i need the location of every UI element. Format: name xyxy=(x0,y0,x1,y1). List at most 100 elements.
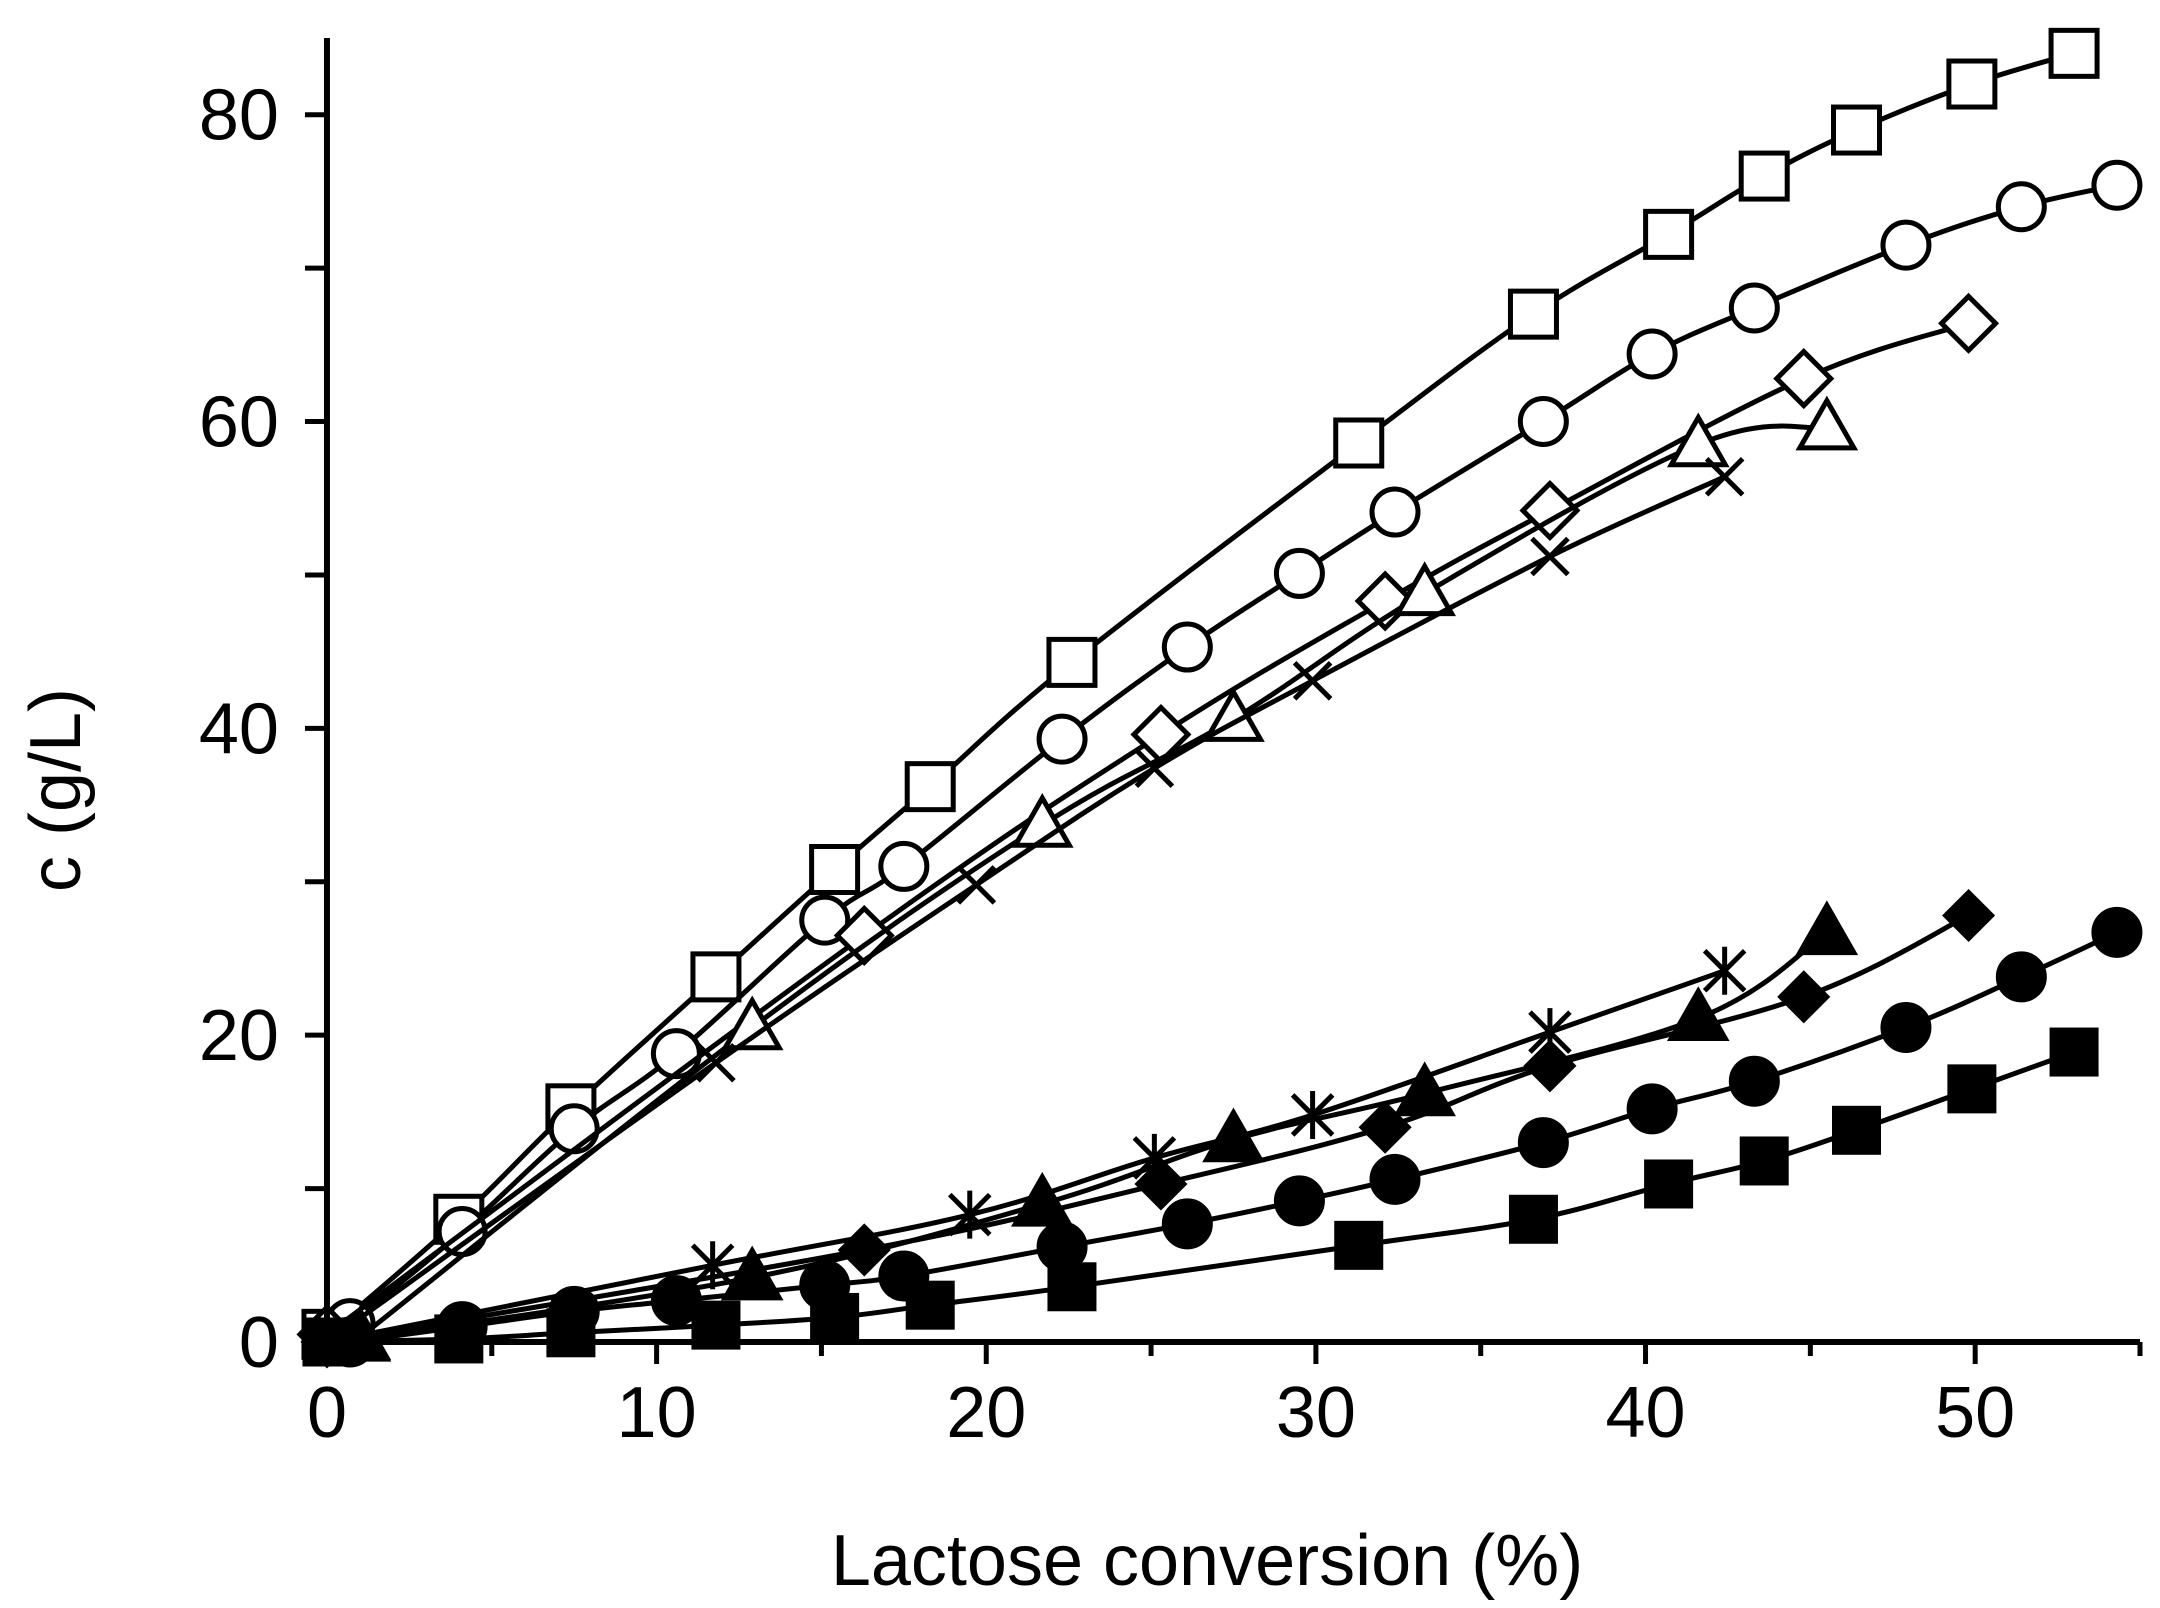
data-point xyxy=(2049,1027,2099,1077)
plot-area: 0 20 40 60 80 0 10 20 30 40 50 xyxy=(199,27,2143,1453)
axes-layer: 0 20 40 60 80 0 10 20 30 40 50 xyxy=(199,38,2143,1453)
data-point xyxy=(1995,181,2047,233)
data-point xyxy=(1795,395,1859,451)
data-point xyxy=(1134,1157,1188,1211)
data-point xyxy=(1832,1105,1882,1155)
x-tick-label: 40 xyxy=(1605,1373,1685,1453)
data-point xyxy=(1728,282,1780,334)
data-point xyxy=(2091,159,2143,211)
x-tick-label: 20 xyxy=(946,1373,1026,1453)
data-point xyxy=(1946,58,1998,110)
y-tick-label: 60 xyxy=(199,383,279,463)
y-axis-title: c (g/L) xyxy=(16,688,96,892)
x-tick-label: 30 xyxy=(1276,1373,1356,1453)
data-point xyxy=(1161,621,1213,673)
data-point xyxy=(434,1314,484,1364)
data-point xyxy=(650,1028,702,1080)
series-line xyxy=(325,320,1970,1337)
data-point xyxy=(1036,713,1088,765)
data-point xyxy=(1507,288,1559,340)
x-tick-label: 10 xyxy=(617,1373,697,1453)
data-point xyxy=(1046,636,1098,688)
data-point xyxy=(799,894,851,946)
data-point xyxy=(1880,1002,1932,1054)
x-tick-label: 50 xyxy=(1935,1373,2015,1453)
data-point xyxy=(1995,951,2047,1003)
data-point xyxy=(1517,396,1569,448)
data-point xyxy=(1161,1198,1213,1250)
data-point xyxy=(2091,906,2143,958)
data-point xyxy=(650,1275,702,1327)
series-open-diamonds xyxy=(296,292,2000,1365)
data-point xyxy=(1333,417,1385,469)
data-point xyxy=(1626,328,1678,380)
y-tick-label: 0 xyxy=(239,1303,279,1383)
series-line xyxy=(349,930,2118,1345)
data-point xyxy=(1938,292,2000,354)
data-point xyxy=(1728,1055,1780,1107)
series-asterisks xyxy=(305,946,1747,1366)
data-point xyxy=(1134,748,1175,789)
series-filled-squares xyxy=(302,1027,2099,1367)
data-point xyxy=(1942,888,1996,943)
data-point xyxy=(1795,900,1859,956)
data-point xyxy=(810,1292,860,1342)
series-line xyxy=(326,913,1970,1345)
data-point xyxy=(1523,1039,1577,1093)
data-point xyxy=(837,1223,891,1277)
data-point xyxy=(1738,150,1790,202)
data-point xyxy=(1666,986,1730,1042)
data-point xyxy=(1643,208,1695,260)
x-axis-title: Lactose conversion (%) xyxy=(831,1521,1583,1601)
data-point xyxy=(1644,1159,1694,1209)
series-line xyxy=(326,968,1726,1345)
y-tick-label: 20 xyxy=(199,996,279,1076)
data-point xyxy=(878,840,930,892)
x-tick-label: 0 xyxy=(307,1373,347,1453)
data-point xyxy=(1739,1136,1789,1186)
data-point xyxy=(1519,479,1581,542)
y-tick-label: 40 xyxy=(199,689,279,769)
series-open-squares xyxy=(301,27,2100,1360)
data-point xyxy=(548,1103,600,1155)
data-point xyxy=(956,865,997,905)
data-point xyxy=(1666,412,1730,468)
data-point xyxy=(1704,456,1745,497)
data-point xyxy=(1273,547,1325,599)
data-point xyxy=(1831,104,1883,156)
data-point xyxy=(904,761,956,813)
data-point xyxy=(720,995,784,1051)
data-point xyxy=(1947,1064,1997,1114)
data-point xyxy=(1358,1100,1412,1154)
data-point xyxy=(905,1280,955,1330)
data-point xyxy=(1369,486,1421,538)
data-point xyxy=(1517,1117,1569,1169)
series-line xyxy=(325,474,1726,1345)
data-point xyxy=(1273,1175,1325,1227)
series-layer xyxy=(296,27,2143,1369)
data-point xyxy=(1334,1220,1384,1270)
data-point xyxy=(546,1308,596,1358)
data-point xyxy=(1702,946,1747,995)
data-point xyxy=(1290,1090,1335,1139)
data-point xyxy=(1773,348,1835,410)
data-point xyxy=(1047,1262,1097,1312)
data-point xyxy=(1393,561,1456,617)
y-tick-label: 80 xyxy=(199,76,279,156)
series-line xyxy=(359,930,1829,1342)
data-point xyxy=(1292,661,1333,701)
data-point xyxy=(1777,970,1831,1024)
data-point xyxy=(1369,1153,1421,1205)
data-point xyxy=(696,1043,736,1083)
data-point xyxy=(690,951,742,1003)
data-point xyxy=(1880,219,1932,271)
data-point xyxy=(809,843,861,895)
data-point xyxy=(2048,27,2100,79)
series-open-circles xyxy=(324,159,2143,1350)
data-point xyxy=(1530,536,1570,577)
data-point xyxy=(1202,1107,1265,1163)
series-line xyxy=(358,423,1828,1340)
data-point xyxy=(1508,1194,1558,1244)
series-open-triangles xyxy=(328,395,1859,1361)
